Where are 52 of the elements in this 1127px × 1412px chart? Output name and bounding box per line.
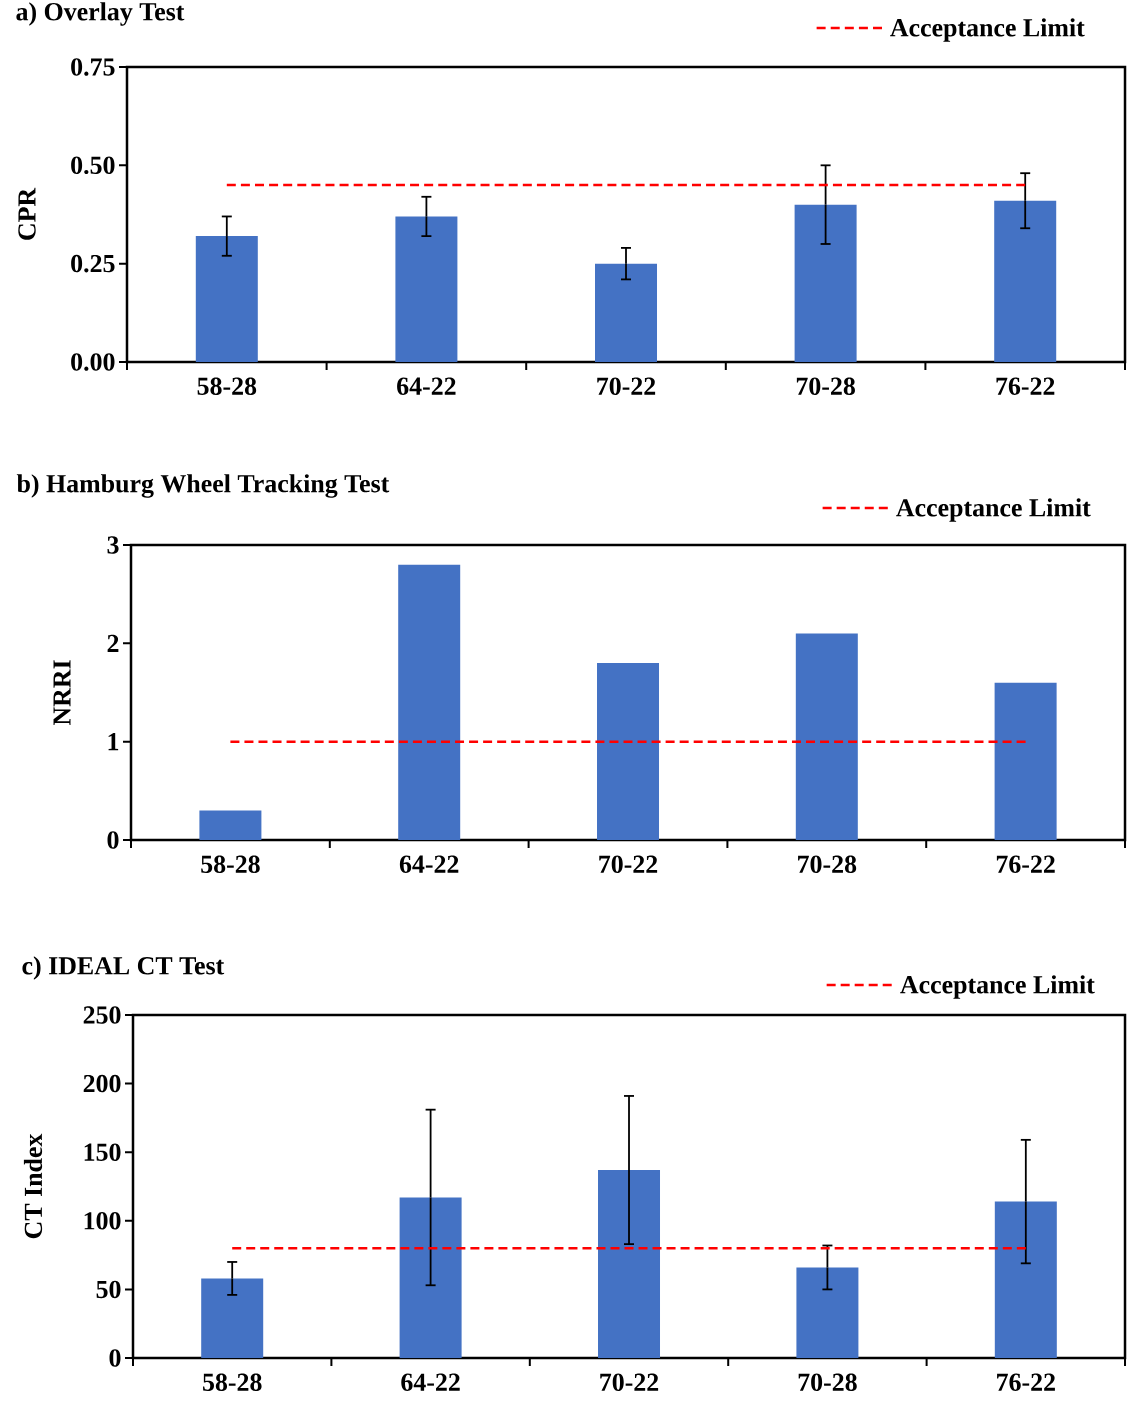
y-axis-title: NRRI xyxy=(53,660,71,726)
bar xyxy=(795,633,858,840)
x-tick-label: 70-22 xyxy=(597,377,656,395)
bar xyxy=(994,682,1057,840)
y-tick-label: 0 xyxy=(107,831,119,849)
bar xyxy=(796,1267,859,1358)
bar xyxy=(794,204,857,362)
x-tick-label: 76-22 xyxy=(997,1373,1055,1391)
y-tick-label: 250 xyxy=(83,1006,121,1024)
bar xyxy=(398,564,461,840)
x-tick-label: 58-28 xyxy=(203,1373,262,1391)
chart-title: a) Overlay Test xyxy=(16,2,185,26)
y-tick-label: 3 xyxy=(107,536,119,554)
x-tick-label: 70-22 xyxy=(599,855,658,873)
x-tick-label: 76-22 xyxy=(996,377,1055,395)
x-tick-label: 64-22 xyxy=(399,855,459,873)
chart-title: c) IDEAL CT Test xyxy=(22,956,225,980)
chart-title: b) Hamburg Wheel Tracking Test xyxy=(16,474,390,498)
y-tick-label: 100 xyxy=(84,1212,121,1230)
bar xyxy=(199,810,262,840)
x-tick-label: 70-28 xyxy=(796,377,855,395)
y-tick-label: 0 xyxy=(109,1349,121,1367)
y-axis-title: CT Index xyxy=(23,1133,43,1239)
y-tick-label: 1 xyxy=(108,733,119,751)
bar xyxy=(195,236,258,362)
x-tick-label: 58-28 xyxy=(201,855,260,873)
y-axis-title: CPR xyxy=(18,187,36,240)
y-tick-label: 0.00 xyxy=(71,353,115,371)
x-tick-label: 70-22 xyxy=(600,1373,659,1391)
y-tick-label: 0.50 xyxy=(71,156,115,175)
bar xyxy=(597,662,660,840)
x-tick-label: 64-22 xyxy=(401,1373,460,1391)
legend-label: Acceptance Limit xyxy=(900,975,1095,999)
x-tick-label: 70-28 xyxy=(798,855,857,873)
bar xyxy=(201,1278,264,1358)
y-tick-label: 2 xyxy=(107,634,119,652)
y-tick-label: 0.75 xyxy=(71,58,115,76)
y-tick-label: 150 xyxy=(84,1143,121,1161)
x-tick-label: 70-28 xyxy=(798,1373,857,1391)
legend-label: Acceptance Limit xyxy=(890,18,1085,42)
y-tick-label: 50 xyxy=(96,1280,121,1299)
bar xyxy=(994,1201,1057,1358)
bar xyxy=(994,200,1057,362)
x-tick-label: 76-22 xyxy=(996,855,1055,873)
bar xyxy=(395,216,458,362)
bar xyxy=(595,263,657,362)
bar xyxy=(598,1170,661,1358)
legend-label: Acceptance Limit xyxy=(896,498,1091,522)
x-tick-label: 64-22 xyxy=(397,377,456,395)
x-tick-label: 58-28 xyxy=(197,377,257,395)
y-tick-label: 0.25 xyxy=(71,254,115,273)
y-tick-label: 200 xyxy=(83,1074,121,1093)
